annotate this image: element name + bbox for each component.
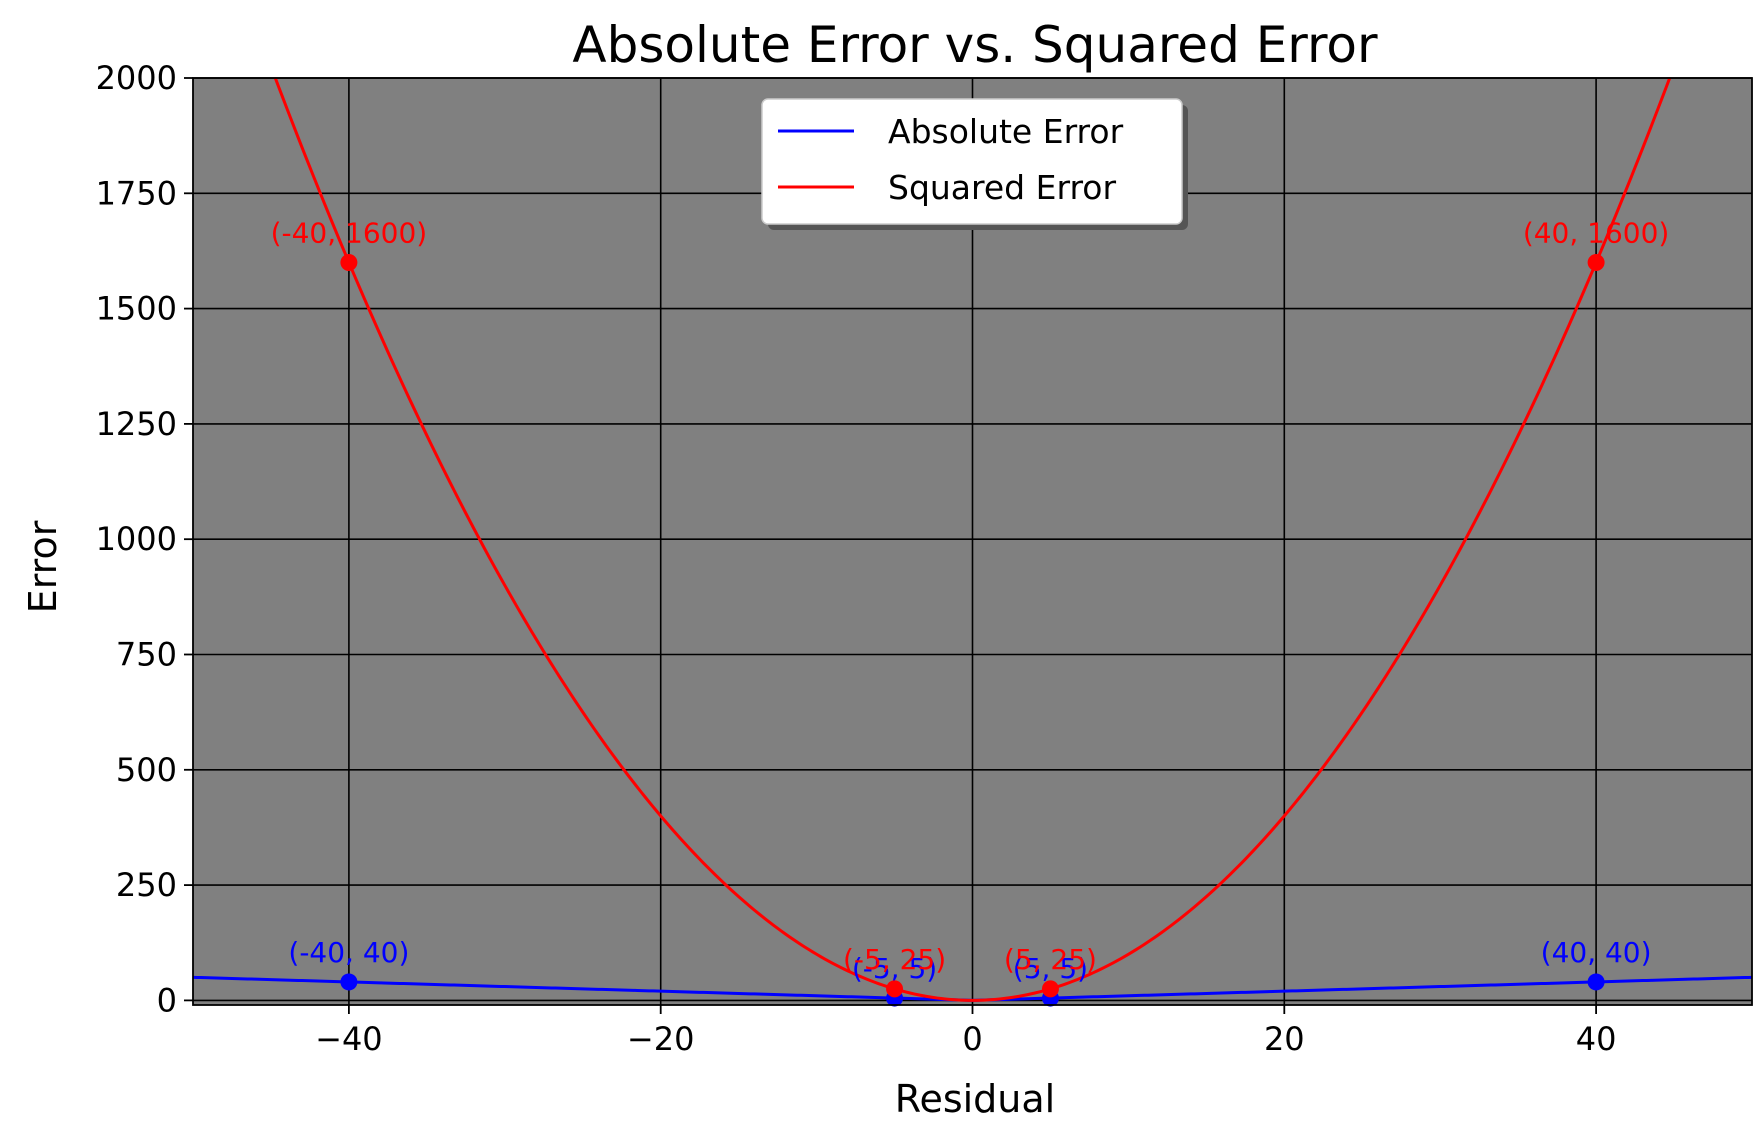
x-tick-label: 20 [1264,1020,1305,1058]
y-tick-label: 1250 [96,405,177,443]
y-tick-label: 500 [116,751,177,789]
x-axis-title: Residual [895,1077,1055,1121]
ticks: −40 −20 0 20 40 0 250 500 750 1000 1250 1500 1750 200… [96,59,1617,1058]
data-point [340,973,358,991]
y-axis-title: Error [21,520,65,613]
data-point [1041,980,1059,998]
legend: Absolute Error Squared Error [761,98,1188,230]
point-annotation: (5, 25) [1004,943,1097,976]
y-tick-label: 1500 [96,290,177,328]
data-point [1587,973,1605,991]
legend-box [761,98,1183,225]
y-tick-label: 2000 [96,59,177,97]
x-tick-label: 40 [1576,1020,1617,1058]
point-annotation: (40, 40) [1541,936,1652,969]
point-annotation: (-5, 5) [852,952,937,985]
data-point [340,253,358,271]
point-annotation: (40, 1600) [1523,216,1670,249]
x-tick-label: 0 [962,1020,982,1058]
point-annotation: (5, 5) [1013,952,1088,985]
y-tick-label: 1750 [96,174,177,212]
legend-label: Absolute Error [888,112,1124,151]
legend-label: Squared Error [888,168,1116,207]
chart-title: Absolute Error vs. Squared Error [572,16,1378,74]
y-tick-label: 750 [116,635,177,673]
x-tick-label: −20 [627,1020,695,1058]
data-point [1587,253,1605,271]
data-point [886,980,904,998]
highlighted-points: (-40, 40) (-5, 5) (5, 5) (40, 40) (-40, 1600… [271,216,1670,1007]
series-line-squared-error [273,78,1672,1002]
point-annotation: (-5, 25) [843,943,946,976]
y-tick-label: 1000 [96,520,177,558]
y-tick-label: 0 [157,981,177,1019]
series-group [193,78,1752,1002]
point-annotation: (-40, 40) [288,936,409,969]
point-annotation: (-40, 1600) [271,216,428,249]
y-tick-label: 250 [116,866,177,904]
x-tick-label: −40 [315,1020,383,1058]
